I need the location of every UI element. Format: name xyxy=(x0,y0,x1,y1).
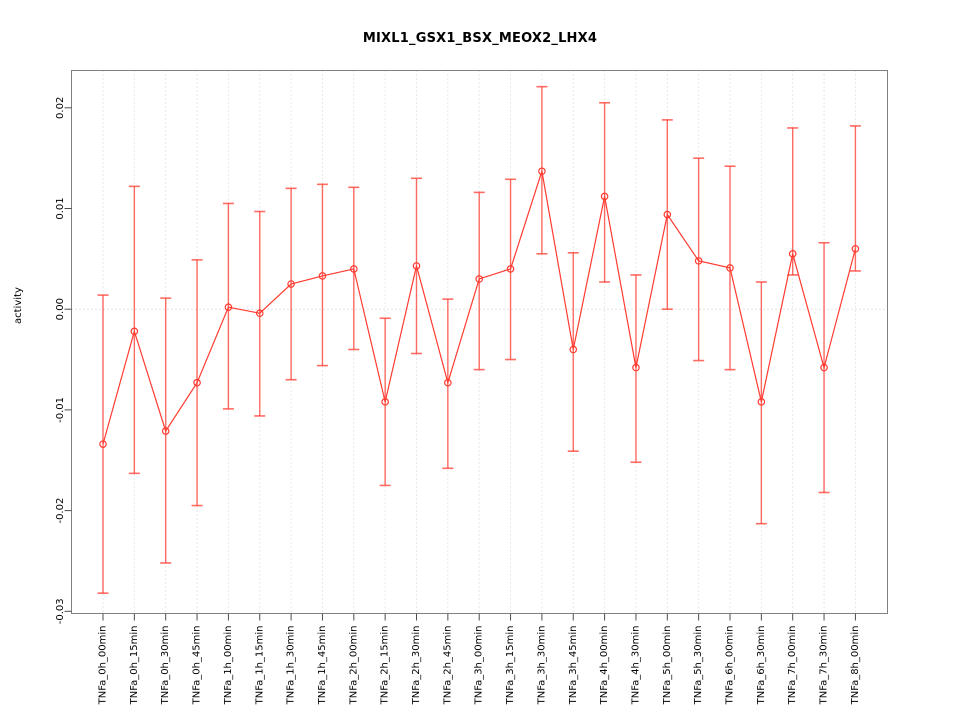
svg-text:TNFa_3h_30min: TNFa_3h_30min xyxy=(536,626,547,706)
data-line xyxy=(102,171,856,445)
svg-text:TNFa_2h_45min: TNFa_2h_45min xyxy=(442,626,453,706)
svg-text:0.01: 0.01 xyxy=(55,197,66,219)
svg-text:-0.03: -0.03 xyxy=(55,598,66,624)
svg-text:TNFa_0h_30min: TNFa_0h_30min xyxy=(160,626,171,706)
svg-text:TNFa_6h_30min: TNFa_6h_30min xyxy=(756,626,767,706)
svg-text:-0.02: -0.02 xyxy=(55,498,66,524)
svg-text:TNFa_3h_45min: TNFa_3h_45min xyxy=(568,626,579,706)
svg-text:TNFa_4h_00min: TNFa_4h_00min xyxy=(599,626,610,706)
svg-text:TNFa_3h_15min: TNFa_3h_15min xyxy=(505,626,516,706)
svg-text:TNFa_5h_00min: TNFa_5h_00min xyxy=(662,626,673,706)
svg-text:TNFa_5h_30min: TNFa_5h_30min xyxy=(693,626,704,706)
svg-text:0.00: 0.00 xyxy=(55,298,66,320)
svg-text:TNFa_0h_00min: TNFa_0h_00min xyxy=(98,626,109,706)
svg-text:TNFa_1h_30min: TNFa_1h_30min xyxy=(286,626,297,706)
svg-text:TNFa_2h_30min: TNFa_2h_30min xyxy=(411,626,422,706)
svg-text:TNFa_7h_30min: TNFa_7h_30min xyxy=(819,626,830,706)
svg-text:TNFa_8h_00min: TNFa_8h_00min xyxy=(850,626,861,706)
svg-text:TNFa_4h_30min: TNFa_4h_30min xyxy=(630,626,641,706)
chart-title: MIXL1_GSX1_BSX_MEOX2_LHX4 xyxy=(362,31,598,46)
svg-text:TNFa_3h_00min: TNFa_3h_00min xyxy=(474,626,485,706)
svg-text:TNFa_6h_00min: TNFa_6h_00min xyxy=(725,626,736,706)
svg-text:TNFa_1h_00min: TNFa_1h_00min xyxy=(223,626,234,706)
svg-text:TNFa_0h_15min: TNFa_0h_15min xyxy=(129,626,140,706)
svg-text:-0.01: -0.01 xyxy=(55,397,66,423)
svg-text:TNFa_1h_15min: TNFa_1h_15min xyxy=(254,626,265,706)
data-point-markers xyxy=(99,167,860,448)
vertical-gridlines xyxy=(102,70,856,614)
y-axis: 0.02 0.01 0.00 -0.01 -0.02 -0.03 xyxy=(55,97,72,624)
svg-text:TNFa_2h_00min: TNFa_2h_00min xyxy=(348,626,359,706)
x-axis: TNFa_0h_00min TNFa_0h_15min TNFa_0h_30min T… xyxy=(98,613,861,706)
svg-text:TNFa_7h_00min: TNFa_7h_00min xyxy=(787,626,798,706)
svg-text:0.02: 0.02 xyxy=(55,97,66,119)
svg-text:TNFa_2h_15min: TNFa_2h_15min xyxy=(380,626,391,706)
svg-text:TNFa_1h_45min: TNFa_1h_45min xyxy=(317,626,328,706)
svg-text:TNFa_0h_45min: TNFa_0h_45min xyxy=(192,626,203,706)
